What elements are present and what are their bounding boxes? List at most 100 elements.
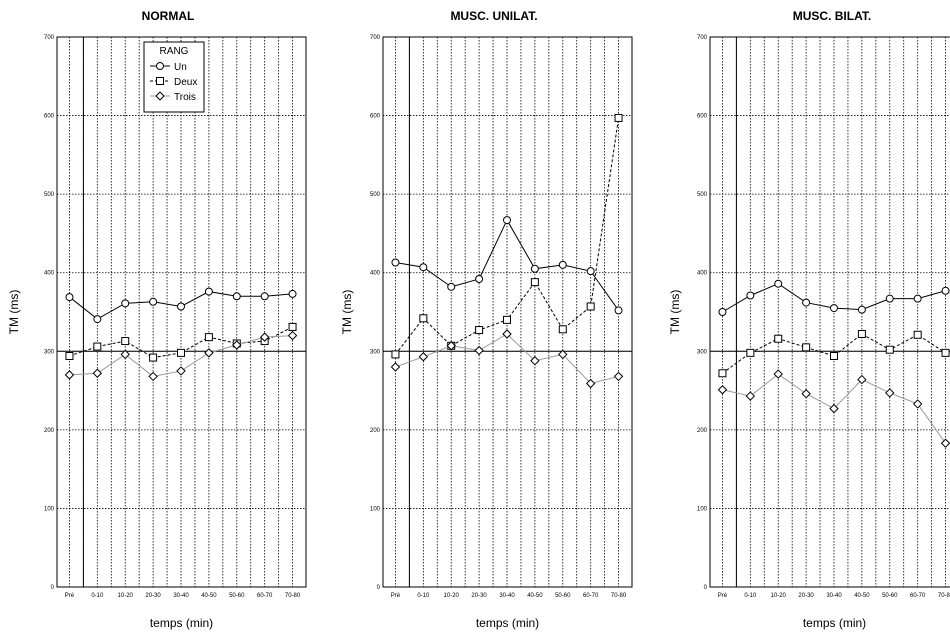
- data-point-un: [802, 298, 811, 307]
- data-point-deux: [503, 315, 512, 324]
- data-point-un: [885, 294, 894, 303]
- x-tick-label: 60-70: [257, 593, 273, 599]
- y-axis-label: TM (ms): [668, 290, 682, 335]
- legend-swatch-marker: [156, 77, 164, 85]
- x-tick-label: 70-80: [285, 593, 301, 599]
- x-tick-label: 20-30: [471, 593, 487, 599]
- y-tick-label: 500: [44, 192, 55, 198]
- data-point-trois: [885, 388, 895, 398]
- data-point-un: [614, 306, 623, 315]
- data-point-deux: [586, 302, 595, 311]
- data-point-deux: [149, 353, 158, 362]
- y-axis-label: TM (ms): [340, 290, 354, 335]
- data-point-un: [558, 260, 567, 269]
- x-tick-label: 10-20: [771, 593, 787, 599]
- data-point-trois: [120, 349, 130, 360]
- data-point-deux: [121, 337, 130, 346]
- data-point-un: [718, 308, 727, 316]
- data-point-deux: [65, 352, 74, 360]
- y-tick-label: 300: [44, 349, 55, 355]
- y-tick-label: 400: [44, 271, 55, 277]
- data-point-un: [857, 305, 866, 314]
- y-tick-label: 500: [697, 192, 708, 198]
- data-point-deux: [419, 314, 428, 323]
- y-tick-label: 700: [370, 35, 381, 41]
- data-point-trois: [92, 368, 103, 378]
- data-point-trois: [204, 348, 214, 358]
- y-tick-label: 200: [697, 428, 708, 434]
- data-point-un: [774, 279, 783, 288]
- data-point-un: [65, 293, 74, 302]
- plot-frame: [709, 36, 950, 588]
- data-point-trois: [829, 403, 839, 414]
- y-tick-label: 300: [697, 349, 708, 355]
- data-point-deux: [530, 278, 539, 287]
- data-point-un: [260, 292, 269, 301]
- data-point-trois: [232, 340, 242, 350]
- y-tick-label: 0: [704, 585, 708, 591]
- data-point-trois: [940, 438, 950, 448]
- series-line-deux: [722, 333, 946, 374]
- y-tick-label: 600: [697, 114, 708, 120]
- y-tick-label: 100: [370, 506, 381, 512]
- data-point-deux: [774, 334, 783, 343]
- x-tick-label: 30-40: [826, 593, 842, 599]
- chart-title: NORMAL: [142, 9, 195, 23]
- legend-label: Deux: [174, 77, 197, 88]
- x-tick-label: 70-80: [938, 593, 950, 599]
- data-point-trois: [287, 330, 298, 341]
- y-tick-label: 400: [370, 271, 381, 277]
- legend-label: Trois: [174, 92, 196, 103]
- data-point-un: [204, 287, 213, 296]
- data-point-un: [586, 267, 595, 276]
- data-point-deux: [802, 343, 811, 352]
- data-point-deux: [288, 322, 297, 331]
- x-tick-label: 50-60: [882, 593, 898, 599]
- data-point-deux: [885, 345, 894, 354]
- chart-title: MUSC. BILAT.: [793, 9, 871, 23]
- data-point-deux: [913, 330, 922, 339]
- data-point-un: [288, 289, 297, 298]
- plot-frame: [56, 36, 307, 588]
- x-tick-label: 70-80: [611, 593, 627, 599]
- y-tick-label: 300: [370, 349, 381, 355]
- data-point-un: [941, 286, 950, 295]
- data-point-trois: [585, 378, 596, 389]
- data-point-un: [530, 264, 539, 273]
- data-point-trois: [446, 341, 456, 351]
- x-tick-label: Pré: [65, 593, 75, 599]
- data-point-trois: [474, 345, 484, 356]
- data-point-un: [419, 263, 428, 272]
- data-point-trois: [530, 356, 540, 366]
- x-tick-label: 0-10: [744, 593, 757, 599]
- x-tick-label: 40-50: [854, 593, 870, 599]
- y-tick-label: 600: [44, 114, 55, 120]
- x-tick-label: 30-40: [173, 593, 189, 599]
- data-point-trois: [773, 369, 783, 379]
- y-tick-label: 400: [697, 271, 708, 277]
- y-tick-label: 100: [697, 506, 708, 512]
- data-point-trois: [717, 385, 728, 395]
- y-tick-label: 200: [370, 428, 381, 434]
- data-point-trois: [418, 352, 429, 362]
- data-point-trois: [613, 371, 624, 382]
- data-point-un: [232, 292, 241, 301]
- x-tick-label: Pré: [391, 593, 401, 599]
- data-point-trois: [502, 329, 512, 339]
- y-tick-label: 700: [44, 35, 55, 41]
- x-axis-label: temps (min): [150, 616, 213, 630]
- plot-frame: [382, 36, 633, 588]
- data-point-trois: [801, 389, 811, 399]
- x-tick-label: 10-20: [118, 593, 134, 599]
- y-tick-label: 500: [370, 192, 381, 198]
- x-tick-label: 60-70: [910, 593, 926, 599]
- x-axis-label: temps (min): [803, 616, 866, 630]
- data-point-trois: [912, 399, 923, 409]
- data-point-trois: [64, 370, 75, 380]
- data-point-trois: [745, 391, 756, 401]
- data-point-un: [391, 258, 400, 267]
- series-line-deux: [69, 326, 293, 359]
- data-point-un: [913, 294, 922, 303]
- x-tick-label: 0-10: [417, 593, 430, 599]
- data-point-deux: [941, 348, 950, 357]
